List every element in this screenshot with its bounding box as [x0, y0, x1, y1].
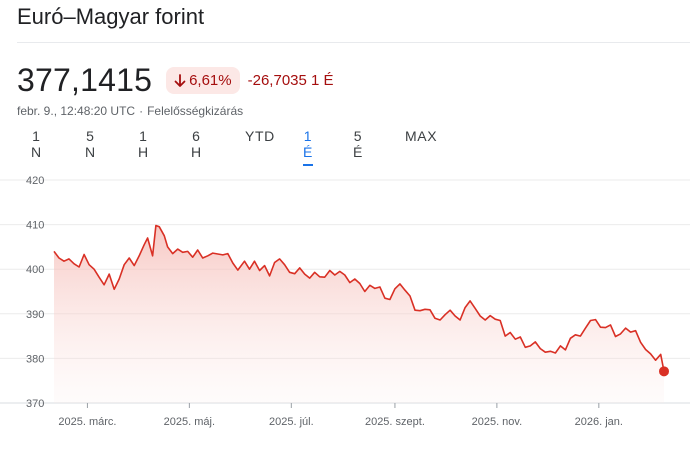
percent-change-badge: 6,61% — [166, 67, 240, 94]
x-tick-label: 2025. máj. — [164, 416, 215, 428]
y-tick-label: 390 — [26, 309, 44, 321]
current-price: 377,1415 — [17, 62, 153, 98]
arrow-down-icon — [174, 73, 186, 87]
percent-change: 6,61% — [189, 72, 232, 89]
y-tick-label: 410 — [26, 220, 44, 232]
current-point-marker — [659, 366, 669, 377]
tab-1-year[interactable]: 1 É — [303, 128, 313, 166]
x-tick-label: 2025. szept. — [365, 416, 425, 428]
y-tick-label: 380 — [26, 353, 44, 365]
disclaimer-link[interactable]: Felelősségkizárás — [147, 104, 244, 118]
price-area — [54, 225, 664, 403]
price-chart: 370 380 390 400 410 420 2025. márc. 2025. máj. 2… — [0, 175, 690, 428]
y-tick-label: 420 — [26, 175, 44, 187]
page-title: Euró–Magyar forint — [17, 4, 205, 29]
y-tick-label: 370 — [26, 398, 44, 410]
tab-1-day[interactable]: 1 N — [31, 128, 42, 160]
price-row: 377,1415 6,61% -26,7035 1 É — [17, 62, 334, 99]
price-line — [53, 224, 665, 372]
x-tick-label: 2026. jan. — [575, 416, 623, 428]
tab-6-months[interactable]: 6 H — [191, 128, 202, 160]
quote-meta: febr. 9., 12:48:20 UTC · Felelősségkizárás — [17, 104, 243, 118]
x-tick-label: 2025. nov. — [472, 416, 523, 428]
absolute-change: -26,7035 1 É — [247, 72, 334, 89]
header-divider — [17, 42, 690, 43]
tab-5-years[interactable]: 5 É — [353, 128, 363, 160]
timestamp: febr. 9., 12:48:20 UTC — [17, 104, 136, 118]
tab-1-month[interactable]: 1 H — [138, 128, 149, 160]
y-tick-label: 400 — [26, 264, 44, 276]
tab-5-days[interactable]: 5 N — [85, 128, 96, 160]
meta-separator: · — [139, 104, 144, 118]
x-tick-label: 2025. márc. — [58, 416, 116, 428]
x-tick-label: 2025. júl. — [269, 416, 314, 428]
tab-max[interactable]: MAX — [405, 128, 438, 144]
tab-ytd[interactable]: YTD — [245, 128, 275, 144]
